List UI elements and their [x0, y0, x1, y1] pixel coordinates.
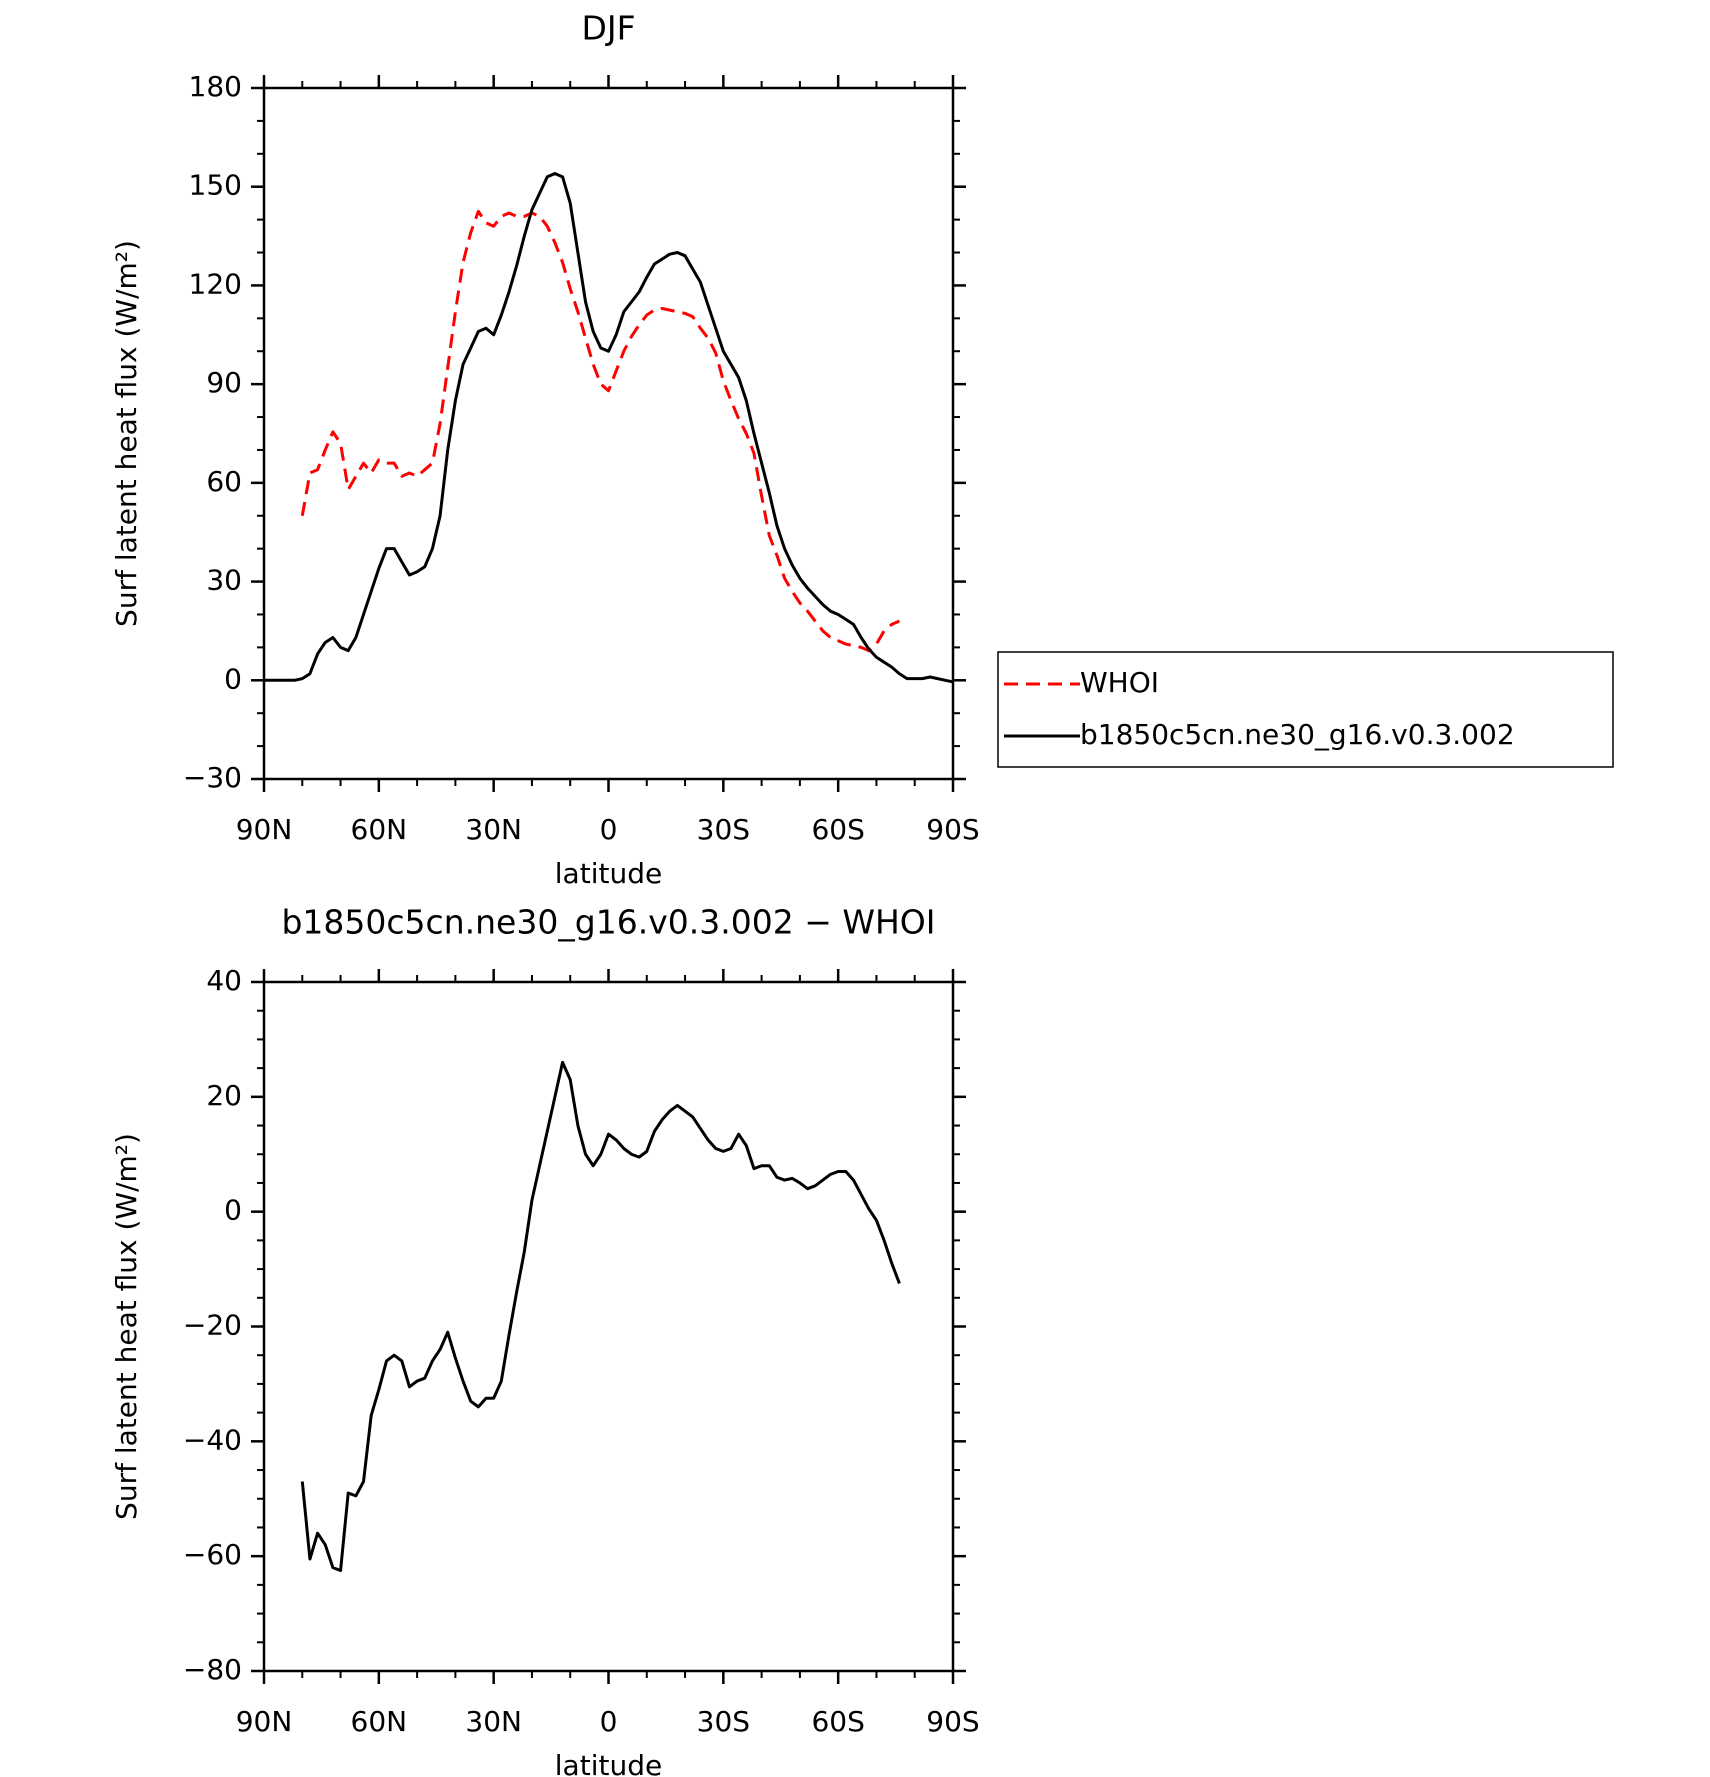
data-line	[264, 172, 954, 684]
x-tick-label: 30N	[465, 813, 522, 846]
y-tick-label: 0	[224, 662, 242, 695]
y-tick-label: 150	[189, 169, 242, 202]
y-tick-label: −40	[183, 1423, 242, 1456]
x-tick-label: 90N	[236, 1705, 293, 1738]
y-axis-label: Surf latent heat flux (W/m²)	[110, 240, 143, 627]
y-tick-label: 0	[224, 1194, 242, 1227]
y-tick-label: 120	[189, 267, 242, 300]
y-tick-label: 40	[206, 964, 242, 997]
x-tick-label: 0	[600, 1705, 618, 1738]
legend-box	[997, 651, 1614, 768]
x-tick-label: 60S	[811, 813, 864, 846]
x-tick-label: 60N	[351, 813, 408, 846]
plot-frame	[262, 86, 955, 781]
legend-label: b1850c5cn.ne30_g16.v0.3.002	[1080, 718, 1515, 751]
x-tick-label: 30S	[697, 813, 750, 846]
y-tick-label: 30	[206, 564, 242, 597]
x-tick-label: 0	[600, 813, 618, 846]
x-axis-label: latitude	[555, 857, 662, 890]
chart-title: DJF	[581, 9, 635, 48]
y-tick-label: 180	[189, 70, 242, 103]
legend-label: WHOI	[1080, 666, 1159, 699]
x-axis-label: latitude	[555, 1749, 662, 1777]
y-tick-label: −80	[183, 1653, 242, 1686]
data-line	[300, 1060, 901, 1573]
x-tick-label: 30N	[465, 1705, 522, 1738]
x-tick-label: 60S	[811, 1705, 864, 1738]
x-tick-label: 90S	[926, 1705, 979, 1738]
data-line	[300, 209, 901, 653]
y-tick-label: 60	[206, 465, 242, 498]
x-tick-label: 90N	[236, 813, 293, 846]
y-tick-label: −30	[183, 761, 242, 794]
y-tick-label: −60	[183, 1538, 242, 1571]
x-tick-label: 60N	[351, 1705, 408, 1738]
y-axis-label: Surf latent heat flux (W/m²)	[110, 1133, 143, 1520]
plot-frame	[262, 980, 955, 1673]
x-tick-label: 30S	[697, 1705, 750, 1738]
y-tick-label: −20	[183, 1309, 242, 1342]
y-tick-label: 90	[206, 366, 242, 399]
y-tick-label: 20	[206, 1079, 242, 1112]
x-tick-label: 90S	[926, 813, 979, 846]
chart-title: b1850c5cn.ne30_g16.v0.3.002 − WHOI	[281, 903, 935, 942]
